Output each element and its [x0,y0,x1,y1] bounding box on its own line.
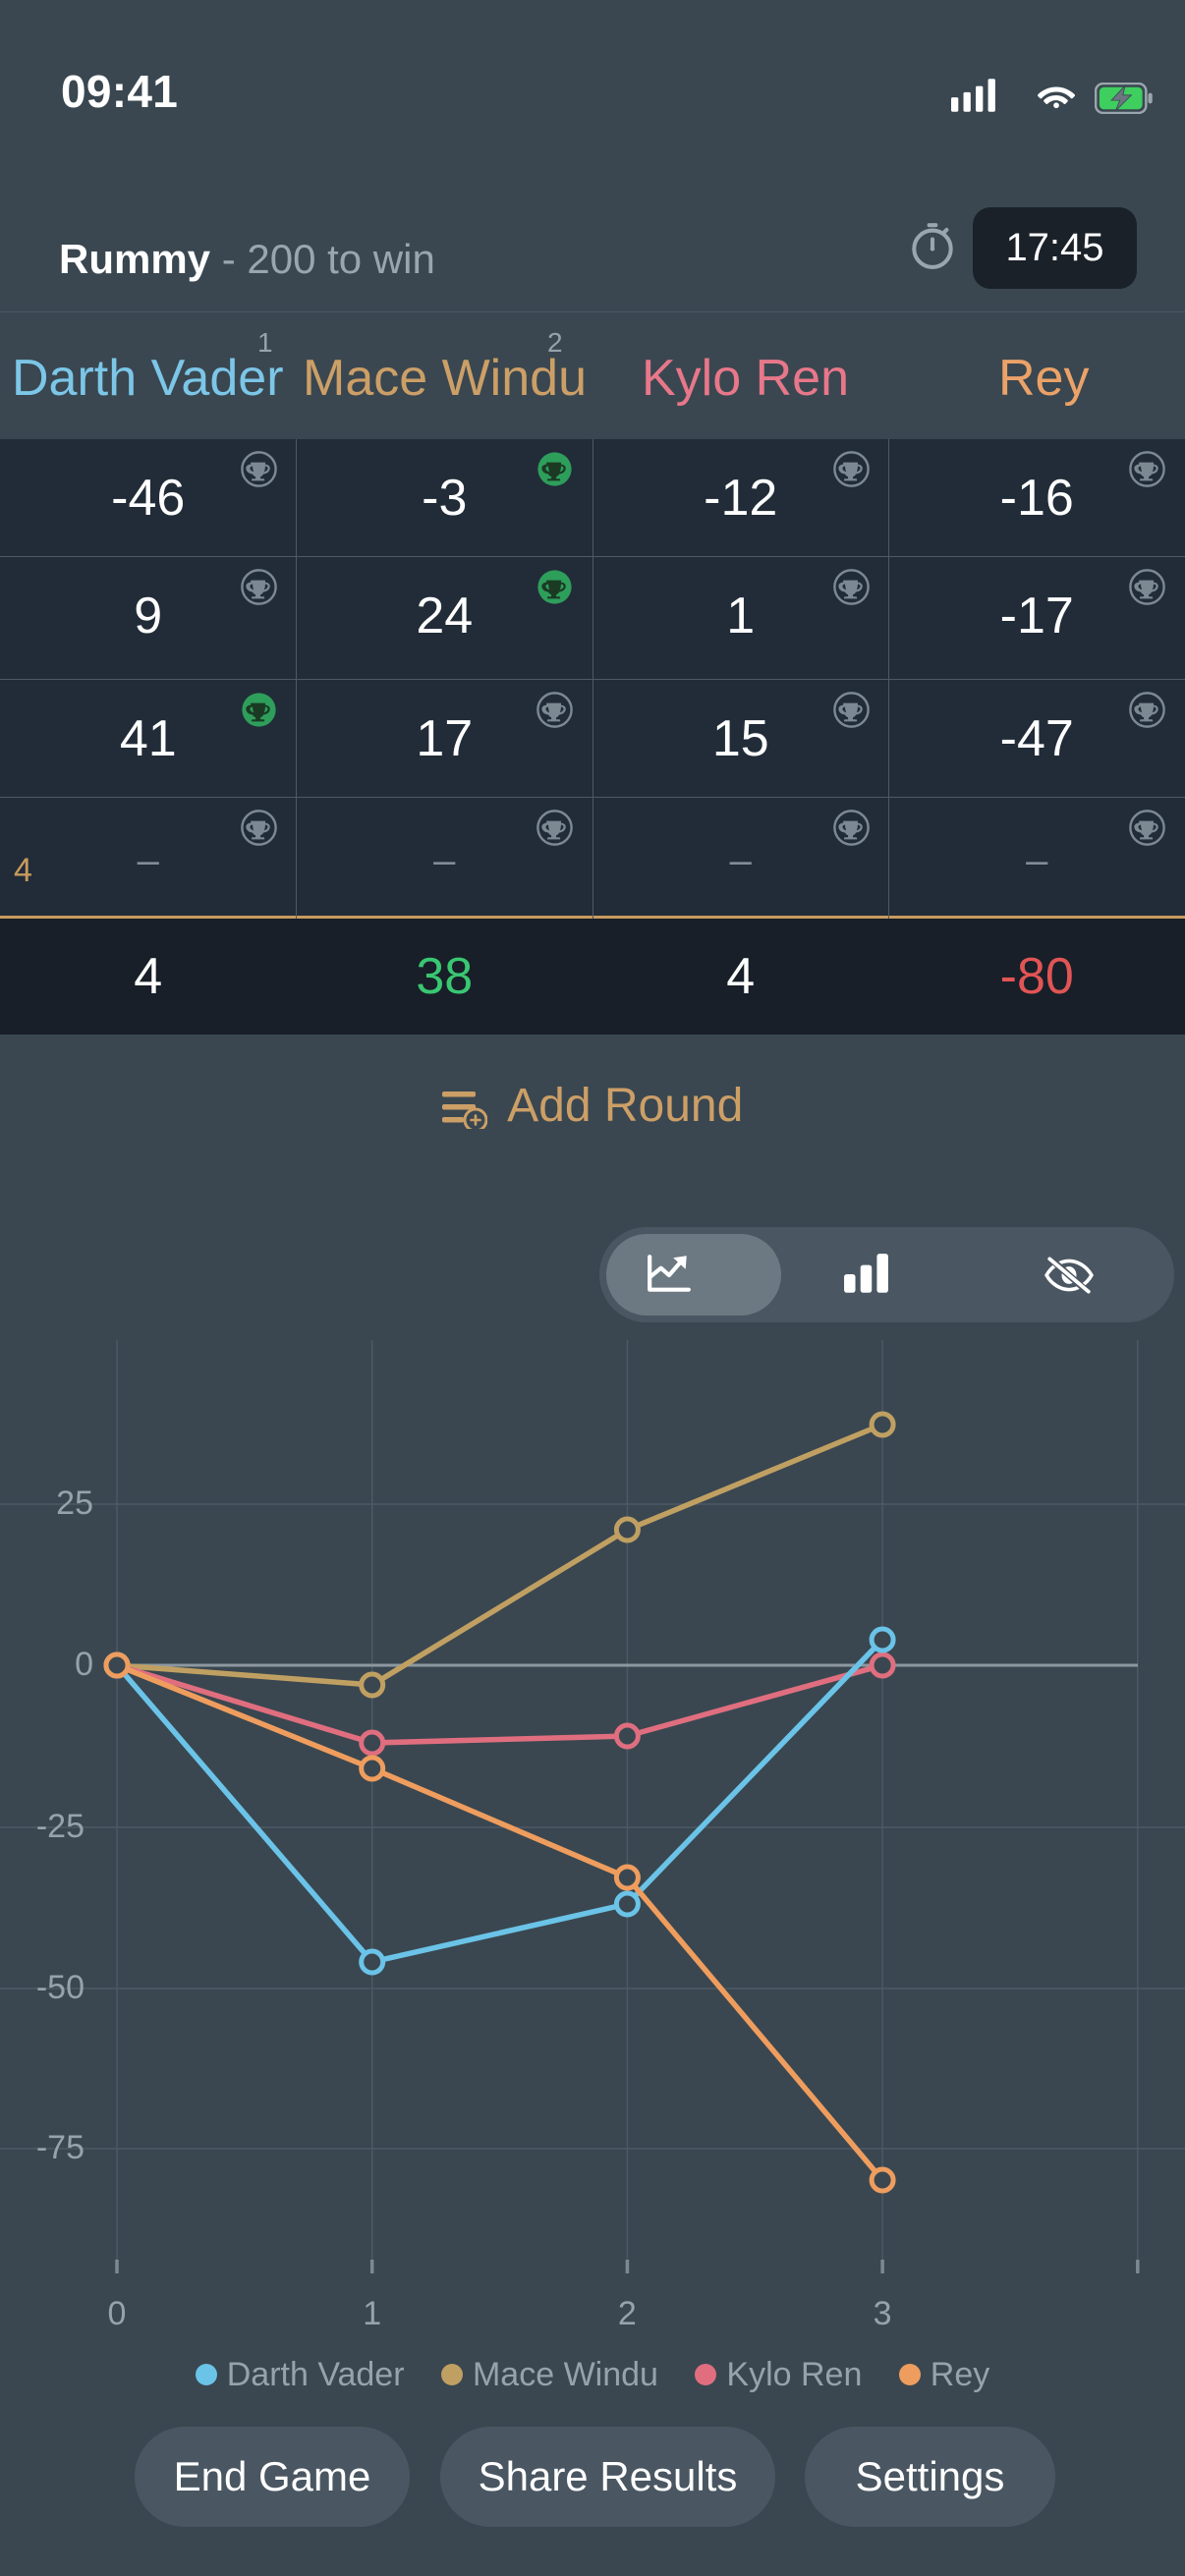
svg-text:0: 0 [75,1646,93,1683]
svg-text:-50: -50 [36,1969,85,2006]
svg-text:-25: -25 [36,1808,85,1845]
svg-text:25: 25 [56,1484,93,1522]
svg-text:-75: -75 [36,2129,85,2166]
